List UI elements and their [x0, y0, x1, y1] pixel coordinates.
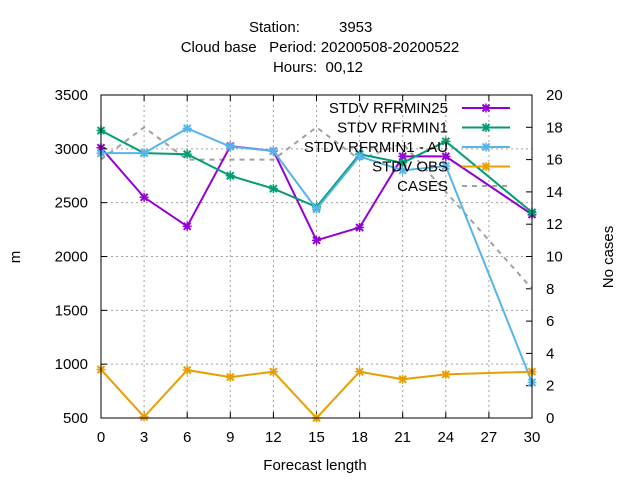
y2-tick-label: 12	[546, 216, 563, 233]
data-point-stdv-rfrmin1-au	[312, 205, 321, 214]
y2-tick-label: 8	[546, 281, 554, 298]
data-point-stdv-rfrmin1-au	[140, 149, 149, 158]
x-tick-label: 27	[481, 429, 498, 446]
y2-tick-label: 16	[546, 152, 563, 169]
y2-tick-label: 20	[546, 87, 563, 104]
x-tick-label: 3	[140, 429, 148, 446]
x-tick-label: 15	[308, 429, 325, 446]
data-point-stdv-rfrmin1-au	[183, 124, 192, 133]
legend-label-stdv-rfrmin1-au: STDV RFRMIN1 - AU	[304, 139, 448, 156]
data-point-stdv-rfrmin1	[183, 150, 192, 159]
x-axis-label: Forecast length	[263, 457, 366, 474]
x-tick-label: 0	[97, 429, 105, 446]
y-tick-label: 500	[63, 410, 88, 427]
y2-tick-label: 4	[546, 345, 554, 362]
x-tick-label: 9	[226, 429, 234, 446]
y-axis-label: m	[7, 251, 24, 264]
legend-marker-stdv-obs	[482, 162, 491, 171]
data-point-stdv-obs	[355, 367, 364, 376]
data-point-stdv-rfrmin1	[269, 184, 278, 193]
data-point-stdv-rfrmin1-au	[269, 146, 278, 155]
legend-marker-stdv-rfrmin25	[482, 104, 491, 113]
title-period: Cloud base Period: 20200508-20200522	[181, 39, 460, 56]
data-point-stdv-obs	[398, 375, 407, 384]
x-tick-label: 12	[265, 429, 282, 446]
data-point-stdv-rfrmin1	[226, 171, 235, 180]
data-point-stdv-rfrmin25	[183, 222, 192, 231]
y2-tick-label: 0	[546, 410, 554, 427]
legend-label-stdv-obs: STDV OBS	[372, 159, 448, 176]
y2-tick-label: 14	[546, 184, 563, 201]
y-tick-label: 3500	[55, 87, 88, 104]
data-point-stdv-rfrmin25	[140, 193, 149, 202]
title-hours: Hours: 00,12	[273, 59, 363, 76]
x-tick-label: 24	[437, 429, 454, 446]
legend-marker-stdv-rfrmin1	[482, 123, 491, 132]
x-tick-label: 18	[351, 429, 368, 446]
y-tick-label: 1500	[55, 302, 88, 319]
title-station-value: 3953	[339, 19, 372, 36]
y2-tick-label: 6	[546, 313, 554, 330]
y2-tick-label: 2	[546, 378, 554, 395]
x-tick-label: 21	[394, 429, 411, 446]
data-point-stdv-obs	[441, 370, 450, 379]
data-point-stdv-rfrmin25	[312, 236, 321, 245]
data-point-stdv-rfrmin25	[355, 223, 364, 232]
data-point-stdv-rfrmin1-au	[226, 142, 235, 151]
y2-tick-label: 10	[546, 249, 563, 266]
data-point-stdv-obs	[140, 412, 149, 421]
y-tick-label: 3000	[55, 141, 88, 158]
x-tick-label: 6	[183, 429, 191, 446]
x-tick-label: 30	[524, 429, 541, 446]
legend-label-stdv-rfrmin25: STDV RFRMIN25	[329, 100, 448, 117]
legend-marker-stdv-rfrmin1-au	[482, 143, 491, 152]
y2-axis-label: No cases	[600, 226, 617, 289]
data-point-stdv-obs	[183, 366, 192, 375]
data-point-stdv-obs	[269, 367, 278, 376]
y2-tick-label: 18	[546, 119, 563, 136]
y-tick-label: 1000	[55, 356, 88, 373]
y-tick-label: 2000	[55, 249, 88, 266]
legend-label-stdv-rfrmin1: STDV RFRMIN1	[337, 120, 448, 137]
legend-label-cases: CASES	[397, 178, 448, 195]
y-tick-label: 2500	[55, 195, 88, 212]
title-station-label: Station:	[249, 19, 300, 36]
data-point-stdv-obs	[226, 373, 235, 382]
